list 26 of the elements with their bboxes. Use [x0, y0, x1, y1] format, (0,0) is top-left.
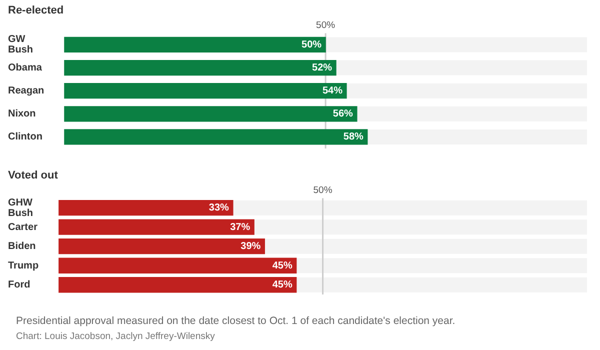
data-label: 50%: [302, 39, 322, 50]
y-tick-label: Obama: [8, 62, 42, 74]
text: Presidential approval measured on the date closest to Oct. 1 of each candidate's election year.: [16, 314, 456, 329]
data-label: 52%: [312, 62, 332, 74]
y-tick-label: Nixon: [8, 108, 36, 120]
y-tick-label: Biden: [8, 241, 36, 252]
text: Chart: Louis Jacobson, Jaclyn Jeffrey-Wilensky: [16, 330, 216, 344]
y-tick-label: GHW Bush: [8, 197, 33, 219]
data-label: 58%: [343, 132, 364, 143]
y-tick-label: Ford: [8, 280, 30, 291]
y-tick-label: Reagan: [8, 86, 44, 97]
ref-line-label: 50%: [316, 20, 336, 32]
y-tick-label: Trump: [8, 260, 39, 272]
chart-title: Voted out: [8, 170, 58, 182]
data-label: 39%: [240, 241, 261, 252]
chart-title: Re-elected: [8, 4, 64, 17]
data-label: 45%: [272, 260, 292, 272]
ref-line-label: 50%: [313, 185, 333, 196]
data-label: 37%: [230, 222, 250, 233]
y-tick-label: Clinton: [8, 132, 42, 143]
data-label: 54%: [322, 86, 343, 97]
data-label: 45%: [272, 280, 292, 291]
y-tick-label: GW Bush: [8, 34, 33, 56]
data-label: 56%: [332, 108, 354, 120]
y-tick-label: Carter: [8, 222, 38, 233]
data-label: 33%: [208, 202, 230, 214]
